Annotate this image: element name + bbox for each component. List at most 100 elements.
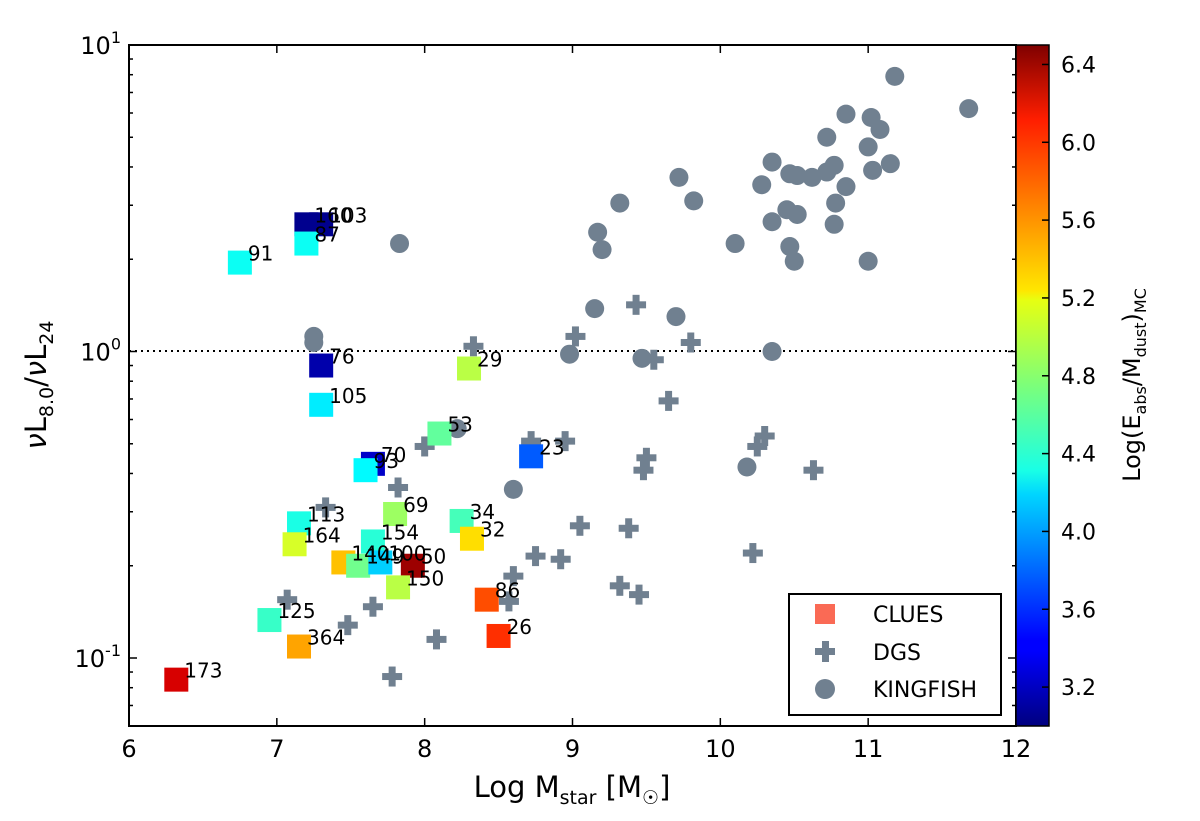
kingfish-point <box>592 240 612 260</box>
clues-point-label: 125 <box>277 599 315 623</box>
clues-point-label: 160 <box>314 203 352 227</box>
clues-point-label: 76 <box>329 345 354 369</box>
kingfish-point <box>304 332 324 352</box>
colorbar-gradient <box>1016 45 1049 726</box>
dgs-point <box>633 460 654 481</box>
kingfish-point <box>885 66 905 86</box>
kingfish-point <box>725 234 745 254</box>
clues-point-label: 105 <box>329 384 367 408</box>
x-tick-label: 12 <box>1001 735 1032 763</box>
colorbar-tick-label: 6.4 <box>1061 53 1096 78</box>
kingfish-point <box>959 99 979 119</box>
kingfish-point <box>880 154 900 174</box>
clues-point-label: 29 <box>477 348 502 372</box>
kingfish-point <box>824 214 844 234</box>
colorbar-frame <box>1015 44 1050 727</box>
clues-point <box>400 553 425 578</box>
dgs-point <box>426 629 447 650</box>
dgs-point <box>680 332 701 353</box>
colorbar-ticks: 3.2 3.6 4.0 4.4 4.8 5.2 5.6 6.0 6.4 <box>1042 53 1096 701</box>
kingfish-point <box>585 299 605 319</box>
legend-dgs-label: DGS <box>873 641 921 666</box>
legend-clues-label: CLUES <box>873 603 944 628</box>
kingfish-point <box>787 166 807 186</box>
legend-clues-marker <box>815 604 835 624</box>
kingfish-point <box>858 137 878 157</box>
clues-point <box>227 250 252 275</box>
x-axis-label: Log Mstar [M☉] <box>474 770 671 809</box>
kingfish-point <box>787 204 807 224</box>
y-tick-label: 10-1 <box>75 641 122 673</box>
clues-point <box>427 421 452 446</box>
clues-point-label: 364 <box>307 626 345 650</box>
dgs-point <box>569 515 590 536</box>
kingfish-point <box>447 419 467 439</box>
dgs-point <box>609 575 630 596</box>
clues-point-label: 69 <box>403 493 428 517</box>
x-tick-label: 9 <box>565 735 580 763</box>
clues-point <box>257 608 282 633</box>
dgs-point <box>754 426 775 447</box>
clues-point-label: 32 <box>480 518 505 542</box>
clues-point-label: 150 <box>406 566 444 590</box>
dgs-point <box>382 666 403 687</box>
kingfish-point <box>762 212 782 232</box>
kingfish-point <box>610 193 630 213</box>
clues-point-label: 50 <box>421 545 446 569</box>
dgs-point <box>337 615 358 636</box>
clues-point-label: 173 <box>184 659 222 683</box>
clues-point <box>282 532 307 557</box>
clues-point-label: 154 <box>381 520 419 544</box>
legend-kingfish-marker <box>815 679 835 699</box>
kingfish-point <box>817 162 837 182</box>
clues-point <box>287 511 312 536</box>
dgs-point <box>315 497 336 518</box>
clues-point-label: 23 <box>539 435 564 459</box>
clues-point <box>164 667 189 692</box>
dgs-point <box>742 543 763 564</box>
kingfish-point <box>817 127 837 147</box>
kingfish-point <box>802 167 822 187</box>
dgs-point <box>636 447 657 468</box>
legend: CLUES DGS KINGFISH <box>788 593 1002 716</box>
x-tick-label: 11 <box>853 735 884 763</box>
clues-point <box>457 356 482 381</box>
clues-point-label: 91 <box>248 242 273 266</box>
colorbar-tick-label: 3.6 <box>1061 598 1096 623</box>
clues-point <box>368 550 393 575</box>
clues-point-label: 53 <box>447 413 472 437</box>
dgs-point <box>747 436 768 457</box>
colorbar-tick-label: 5.2 <box>1061 287 1096 312</box>
dgs-point <box>643 349 664 370</box>
dgs-point <box>629 584 650 605</box>
dgs-point <box>658 390 679 411</box>
kingfish-point <box>669 167 689 187</box>
clues-point <box>519 444 544 469</box>
clues-point-label: 103 <box>329 203 367 227</box>
kingfish-point <box>826 193 846 213</box>
clues-point <box>383 502 408 527</box>
dgs-point <box>362 596 383 617</box>
clues-point-label: 70 <box>381 443 406 467</box>
clues-point-label: 149 <box>366 545 404 569</box>
clues-point <box>459 526 484 551</box>
kingfish-point <box>762 152 782 172</box>
kingfish-point <box>863 160 883 180</box>
kingfish-point <box>858 251 878 271</box>
clues-point <box>474 587 499 612</box>
clues-point <box>353 458 378 483</box>
dgs-point <box>463 336 484 357</box>
kingfish-point <box>666 307 686 327</box>
clues-point <box>360 529 385 554</box>
clues-point-label: 164 <box>303 523 341 547</box>
colorbar-tick-label: 4.8 <box>1061 365 1096 390</box>
kingfish-point <box>684 191 704 211</box>
colorbar-label: Log(Eabs/Mdust)MC <box>1118 288 1150 482</box>
kingfish-point <box>870 120 890 140</box>
dgs-point <box>803 460 824 481</box>
dgs-point <box>555 431 576 452</box>
clues-point <box>486 623 511 648</box>
x-tick-label: 8 <box>417 735 432 763</box>
clues-point <box>287 634 312 659</box>
